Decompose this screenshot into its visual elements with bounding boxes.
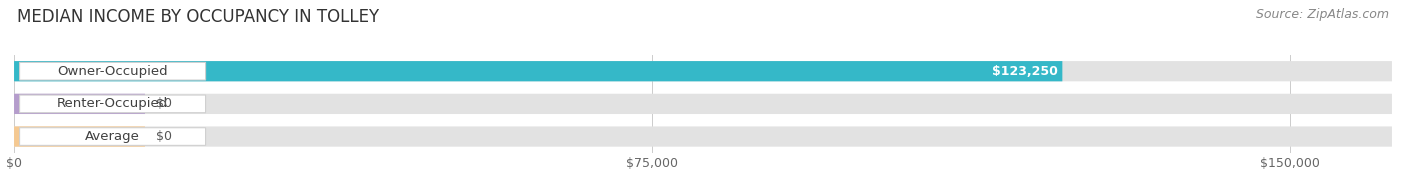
Text: MEDIAN INCOME BY OCCUPANCY IN TOLLEY: MEDIAN INCOME BY OCCUPANCY IN TOLLEY: [17, 8, 380, 26]
Text: Owner-Occupied: Owner-Occupied: [58, 65, 167, 78]
Text: Source: ZipAtlas.com: Source: ZipAtlas.com: [1256, 8, 1389, 21]
FancyBboxPatch shape: [14, 94, 1392, 114]
FancyBboxPatch shape: [14, 126, 1392, 147]
Text: Average: Average: [86, 130, 141, 143]
FancyBboxPatch shape: [20, 95, 205, 113]
Text: $0: $0: [156, 97, 172, 110]
FancyBboxPatch shape: [20, 128, 205, 145]
Text: Renter-Occupied: Renter-Occupied: [58, 97, 169, 110]
Text: $123,250: $123,250: [993, 65, 1059, 78]
FancyBboxPatch shape: [14, 126, 145, 147]
FancyBboxPatch shape: [14, 61, 1392, 81]
FancyBboxPatch shape: [14, 94, 145, 114]
FancyBboxPatch shape: [20, 62, 205, 80]
Text: $0: $0: [156, 130, 172, 143]
FancyBboxPatch shape: [14, 61, 1063, 81]
